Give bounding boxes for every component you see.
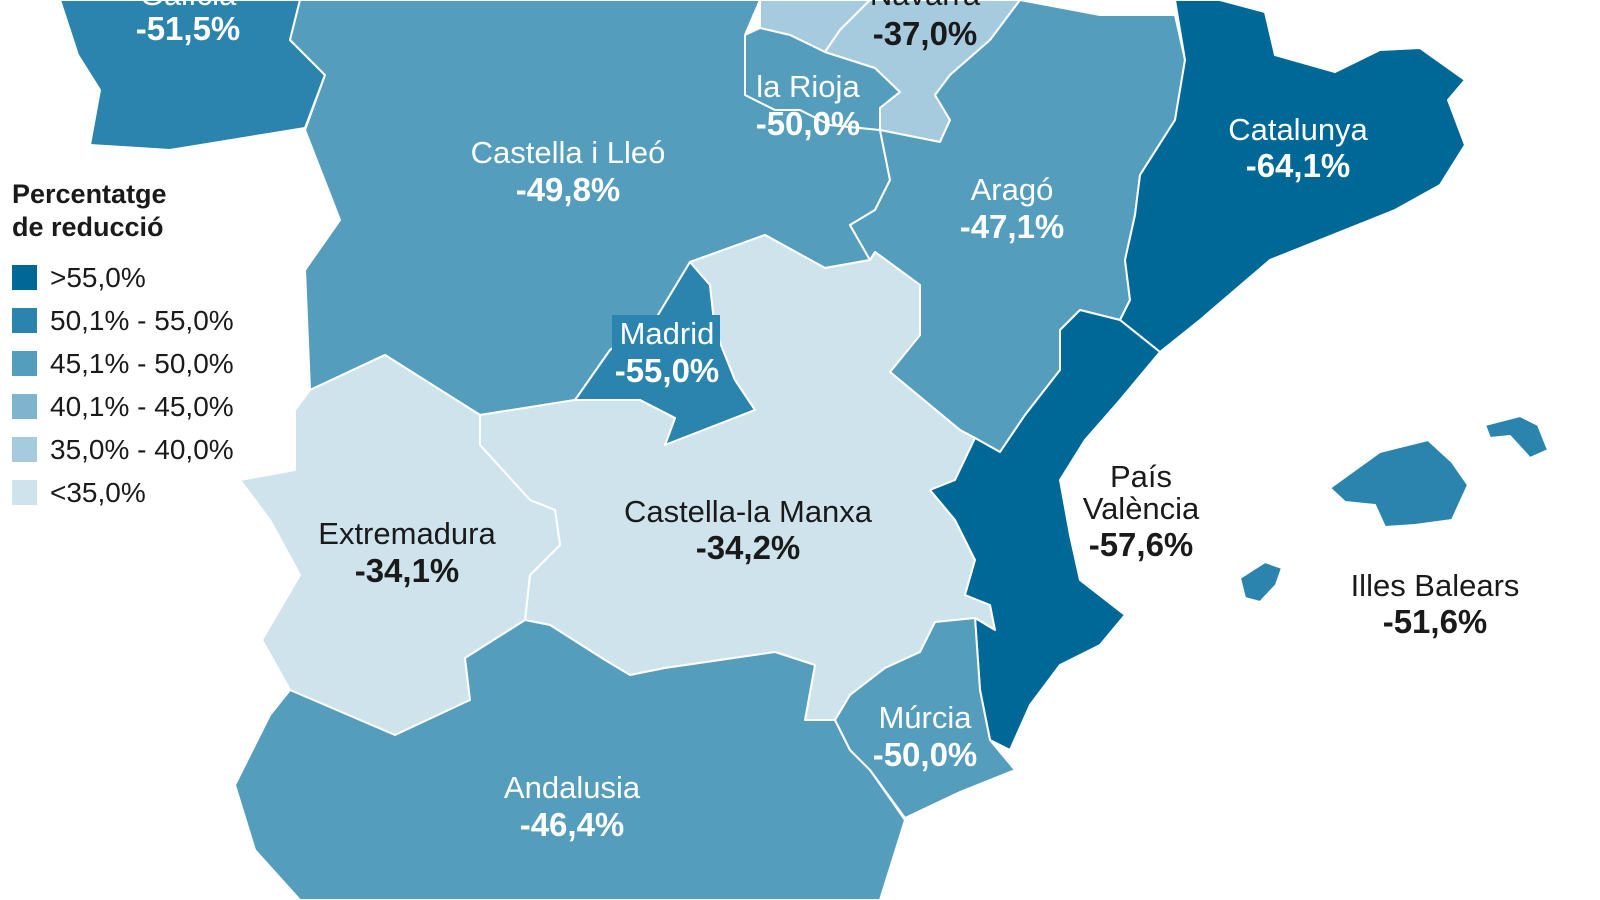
label-pais-valencia-name-1: País <box>1110 459 1172 494</box>
region-illes-balears-mallorca[interactable] <box>1329 439 1469 528</box>
label-pais-valencia-value: -57,6% <box>1089 526 1194 563</box>
label-castella-i-lleo-value: -49,8% <box>516 171 621 208</box>
legend-item: 50,1% - 55,0% <box>12 299 234 342</box>
madrid-label-backdrop <box>612 315 720 351</box>
legend-swatch <box>12 480 37 505</box>
region-illes-balears-eivissa[interactable] <box>1239 561 1283 603</box>
label-galicia-name: Galícia <box>140 0 237 12</box>
label-illes-balears-value: -51,6% <box>1383 603 1488 640</box>
legend-swatch <box>12 308 37 333</box>
label-madrid-value: -55,0% <box>615 352 720 389</box>
legend-label: 40,1% - 45,0% <box>50 390 234 422</box>
legend-item: <35,0% <box>12 471 234 514</box>
label-catalunya-name: Catalunya <box>1228 112 1368 147</box>
legend-swatch <box>12 265 37 290</box>
label-castella-la-manxa-name: Castella-la Manxa <box>624 494 873 529</box>
label-madrid-name: Madrid <box>620 316 715 351</box>
legend-label: 50,1% - 55,0% <box>50 304 234 336</box>
legend-label: 35,0% - 40,0% <box>50 433 234 465</box>
region-murcia[interactable] <box>834 617 1016 819</box>
region-illes-balears-menorca[interactable] <box>1484 415 1549 459</box>
legend-title-line-2: de reducció <box>12 212 164 242</box>
label-galicia-value: -51,5% <box>136 10 241 47</box>
label-la-rioja-name: la Rioja <box>756 69 860 104</box>
label-catalunya-value: -64,1% <box>1246 147 1351 184</box>
legend-title-line-1: Percentatge <box>12 179 167 209</box>
legend-label: >55,0% <box>50 261 146 293</box>
label-extremadura-value: -34,1% <box>355 552 460 589</box>
legend-title: Percentatge de reducció <box>12 178 234 244</box>
label-castella-la-manxa-value: -34,2% <box>696 529 801 566</box>
label-navarra-value: -37,0% <box>873 15 978 52</box>
label-la-rioja-value: -50,0% <box>756 105 861 142</box>
legend: Percentatge de reducció >55,0% 50,1% - 5… <box>12 178 234 514</box>
legend-label: 45,1% - 50,0% <box>50 347 234 379</box>
label-arago-value: -47,1% <box>960 208 1065 245</box>
region-catalunya[interactable] <box>1119 0 1466 353</box>
label-extremadura-name: Extremadura <box>318 516 496 551</box>
label-andalusia-value: -46,4% <box>520 806 625 843</box>
legend-label: <35,0% <box>50 476 146 508</box>
legend-swatch <box>12 351 37 376</box>
label-illes-balears-name: Illes Balears <box>1351 568 1520 603</box>
label-navarra-name: Navarra <box>870 0 981 12</box>
label-castella-i-lleo-name: Castella i Lleó <box>471 135 666 170</box>
legend-item: 40,1% - 45,0% <box>12 385 234 428</box>
legend-item: 35,0% - 40,0% <box>12 428 234 471</box>
legend-item: >55,0% <box>12 256 234 299</box>
label-murcia-value: -50,0% <box>873 736 978 773</box>
label-andalusia-name: Andalusia <box>504 770 641 805</box>
label-arago-name: Aragó <box>971 172 1054 207</box>
legend-swatch <box>12 394 37 419</box>
legend-swatch <box>12 437 37 462</box>
legend-item: 45,1% - 50,0% <box>12 342 234 385</box>
label-murcia-name: Múrcia <box>878 700 972 735</box>
label-pais-valencia-name-2: València <box>1083 491 1200 526</box>
